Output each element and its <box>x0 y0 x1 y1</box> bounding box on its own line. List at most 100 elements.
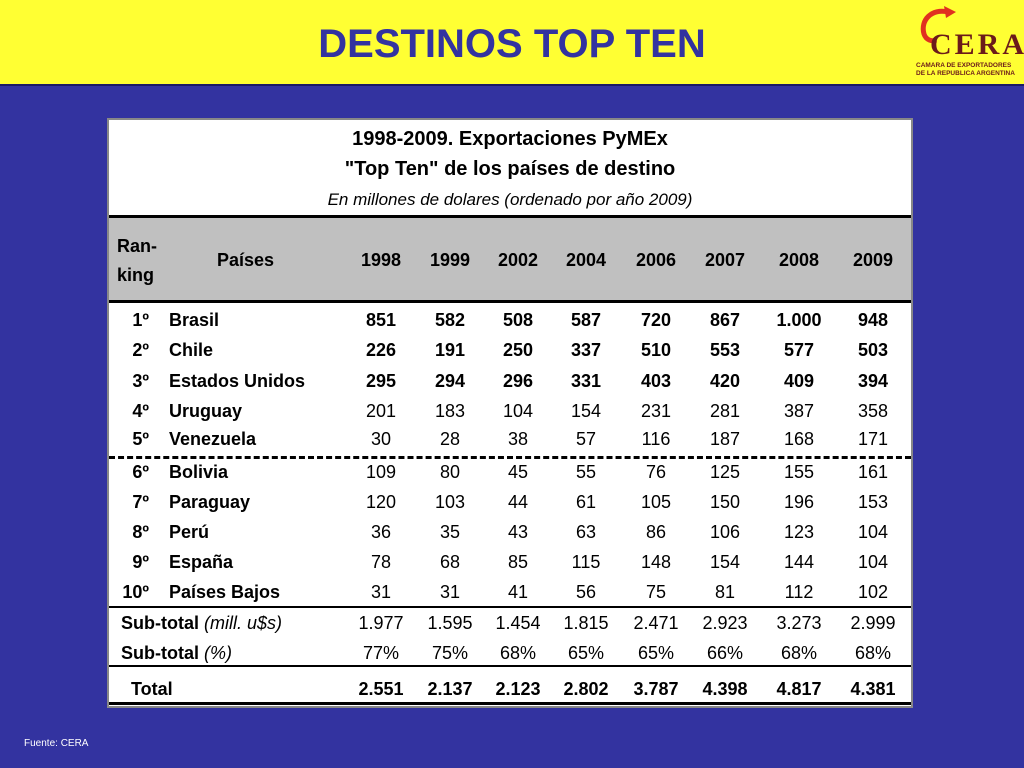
col-header-year: 2006 <box>635 250 677 270</box>
table-title: 1998-2009. Exportaciones PyMEx <box>352 128 668 150</box>
table-cell: 36 <box>370 522 392 542</box>
row-rank: 10º <box>122 582 149 602</box>
table-cell: 153 <box>857 492 889 512</box>
col-header-year: 2009 <box>852 250 894 270</box>
table-cell: 387 <box>783 401 815 421</box>
table-cell: 331 <box>570 371 602 391</box>
subtotal-unit: (mill. u$s) <box>199 613 283 633</box>
table-subtitle: "Top Ten" de los países de destino <box>344 158 676 180</box>
table-cell: 44 <box>507 492 529 512</box>
table-cell: 105 <box>640 492 672 512</box>
table-cell: 116 <box>641 429 671 449</box>
table-cell: 294 <box>434 371 466 391</box>
table-cell: 281 <box>709 401 741 421</box>
total-cell: 3.787 <box>633 679 679 699</box>
row-country: Paraguay <box>169 492 251 512</box>
table-cell: 154 <box>709 552 741 572</box>
total-cell: 2.137 <box>427 679 473 699</box>
table-cell: 63 <box>575 522 597 542</box>
table-cell: 104 <box>502 401 534 421</box>
subtotal-cell: 1.454 <box>495 613 541 633</box>
row-country: Chile <box>169 340 214 360</box>
subtotal-cell: 66% <box>706 643 744 663</box>
table-cell: 187 <box>709 429 741 449</box>
total-cell: 4.817 <box>776 679 822 699</box>
subtotal-cell: 2.471 <box>633 613 679 633</box>
subtotal-cell: 1.977 <box>358 613 404 633</box>
row-rank: 2º <box>132 340 149 360</box>
subtotal-cell: 2.999 <box>850 613 896 633</box>
table-cell: 867 <box>709 310 741 330</box>
subtotal-cell: 75% <box>431 643 469 663</box>
total-divider-top <box>109 665 911 667</box>
table-cell: 80 <box>439 462 461 482</box>
table-cell: 76 <box>645 462 667 482</box>
table-titles: 1998-2009. Exportaciones PyMEx "Top Ten"… <box>109 120 911 214</box>
table-cell: 587 <box>570 310 602 330</box>
total-cell: 4.381 <box>850 679 896 699</box>
table-cell: 103 <box>434 492 466 512</box>
subtotal-label-text: Sub-total <box>121 643 199 663</box>
table-cell: 150 <box>709 492 741 512</box>
table-cell: 41 <box>507 582 529 602</box>
table-cell: 508 <box>502 310 534 330</box>
logo-subtitle: CAMARA DE EXPORTADORES DE LA REPUBLICA A… <box>916 62 1020 78</box>
table-cell: 394 <box>857 371 889 391</box>
table-cell: 123 <box>783 522 815 542</box>
table-cell: 231 <box>640 401 672 421</box>
table-cell: 161 <box>857 462 889 482</box>
table-panel: 1998-2009. Exportaciones PyMEx "Top Ten"… <box>107 118 913 708</box>
table-cell: 61 <box>575 492 597 512</box>
row-country: Brasil <box>169 310 220 330</box>
logo-swoosh-icon <box>920 6 956 44</box>
table-cell: 30 <box>370 429 392 449</box>
table-cell: 183 <box>434 401 466 421</box>
row-country: Venezuela <box>169 429 257 449</box>
row-rank: 3º <box>132 371 149 391</box>
table-cell: 553 <box>709 340 741 360</box>
table-cell: 503 <box>857 340 889 360</box>
col-header-year: 2007 <box>704 250 746 270</box>
col-header-year: 1998 <box>360 250 402 270</box>
table-cell: 104 <box>857 522 889 542</box>
row-rank: 4º <box>132 401 149 421</box>
table-cell: 31 <box>439 582 461 602</box>
table-cell: 55 <box>575 462 597 482</box>
table-cell: 43 <box>507 522 529 542</box>
table-cell: 112 <box>784 582 814 602</box>
col-header-year: 2008 <box>778 250 820 270</box>
col-header-year: 2004 <box>565 250 607 270</box>
table-cell: 148 <box>640 552 672 572</box>
total-cell: 2.123 <box>495 679 541 699</box>
table-cell: 720 <box>640 310 672 330</box>
row-country: Bolivia <box>169 462 229 482</box>
table-cell: 168 <box>783 429 815 449</box>
subtotal-cell: 68% <box>854 643 892 663</box>
table-cell: 191 <box>434 340 466 360</box>
table-cell: 102 <box>857 582 889 602</box>
row-country: Uruguay <box>169 401 243 421</box>
table-cell: 45 <box>507 462 529 482</box>
table-cell: 115 <box>571 552 601 572</box>
logo-subtitle-line-2: DE LA REPUBLICA ARGENTINA <box>916 70 1015 77</box>
row-country: Países Bajos <box>169 582 281 602</box>
table-header-row <box>109 215 911 303</box>
row-rank: 5º <box>132 429 149 449</box>
header-band: DESTINOS TOP TEN CERA CAMARA DE EXPORTAD… <box>0 0 1024 86</box>
rank-divider <box>109 456 911 459</box>
subtotal-cell: 2.923 <box>702 613 748 633</box>
subtotal-cell: 3.273 <box>776 613 822 633</box>
subtotal-divider <box>109 606 911 608</box>
table-cell: 81 <box>714 582 736 602</box>
row-rank: 8º <box>132 522 149 542</box>
table-bottom-border <box>109 702 911 705</box>
table-cell: 226 <box>365 340 397 360</box>
table-cell: 86 <box>645 522 667 542</box>
table-cell: 851 <box>365 310 397 330</box>
total-cell: 2.802 <box>563 679 609 699</box>
table-cell: 201 <box>365 401 397 421</box>
table-cell: 144 <box>783 552 815 572</box>
logo-subtitle-line-1: CAMARA DE EXPORTADORES <box>916 62 1012 69</box>
row-rank: 1º <box>132 310 149 330</box>
logo-word: CERA <box>930 28 1024 61</box>
